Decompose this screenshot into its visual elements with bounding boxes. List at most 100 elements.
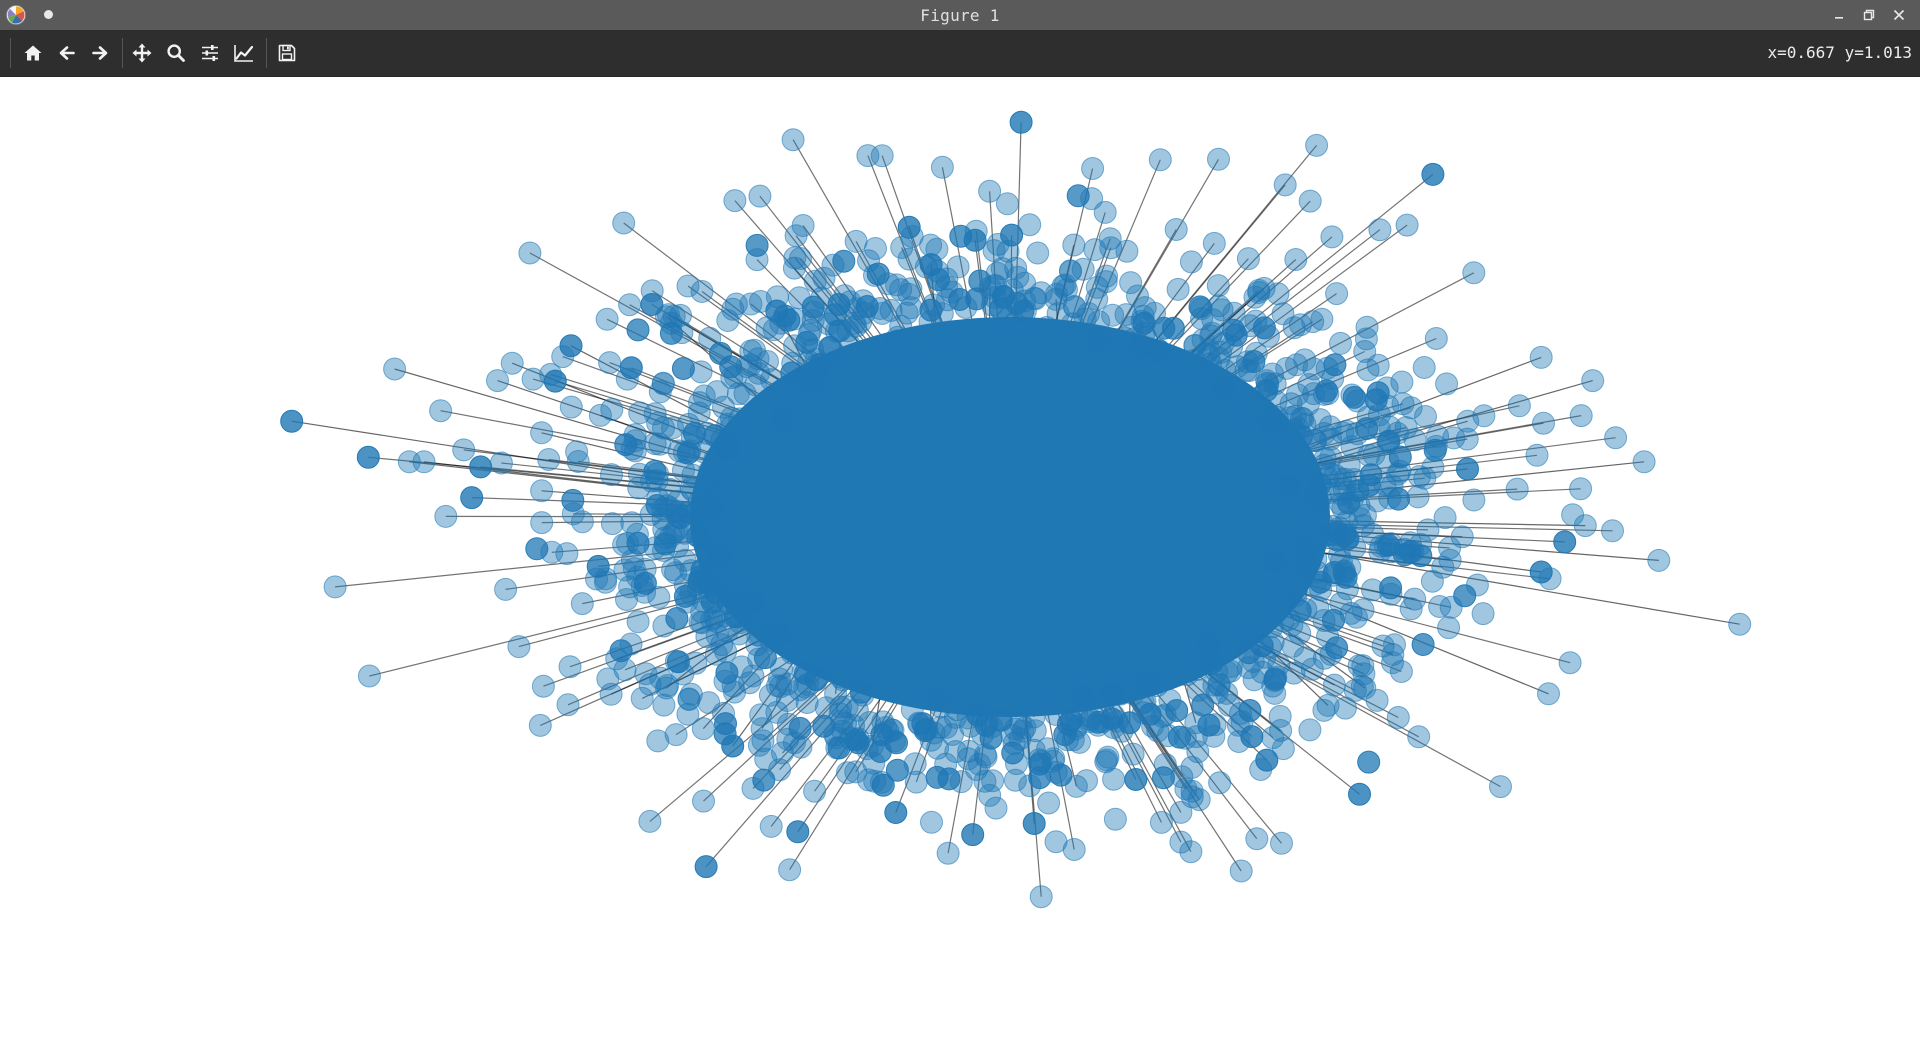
- cursor-coordinates: x=0.667 y=1.013: [1768, 38, 1913, 68]
- graph-node: [1253, 317, 1275, 339]
- graph-node: [571, 593, 593, 615]
- graph-node: [531, 480, 553, 502]
- graph-node: [1457, 458, 1479, 480]
- graph-node: [829, 661, 851, 683]
- graph-node: [1180, 251, 1202, 273]
- graph-node: [886, 732, 908, 754]
- graph-node: [674, 585, 696, 607]
- graph-node: [1463, 262, 1485, 284]
- graph-node: [1538, 683, 1560, 705]
- close-button[interactable]: [1884, 0, 1914, 30]
- graph-node: [532, 675, 554, 697]
- graph-node: [1167, 278, 1189, 300]
- graph-node: [1207, 275, 1229, 297]
- graph-node: [975, 746, 997, 768]
- graph-node: [557, 694, 579, 716]
- graph-node: [519, 242, 541, 264]
- pan-button[interactable]: [127, 38, 157, 68]
- graph-node: [900, 278, 922, 300]
- graph-node: [1274, 174, 1296, 196]
- graph-node: [805, 669, 827, 691]
- graph-node: [722, 735, 744, 757]
- subplots-button[interactable]: [195, 38, 225, 68]
- save-button[interactable]: [272, 38, 302, 68]
- graph-node: [1582, 370, 1604, 392]
- graph-node: [652, 373, 674, 395]
- graph-node: [1029, 767, 1051, 789]
- graph-node: [783, 257, 805, 279]
- graph-node: [357, 446, 379, 468]
- network-graph-plot[interactable]: [0, 77, 1920, 1034]
- toolbar-separator: [10, 38, 11, 68]
- graph-node: [435, 505, 457, 527]
- graph-node: [562, 503, 584, 525]
- graph-node: [845, 230, 867, 252]
- graph-node: [825, 683, 847, 705]
- graph-node: [1036, 317, 1058, 339]
- graph-node: [621, 438, 643, 460]
- graph-node: [1103, 768, 1125, 790]
- graph-node: [1102, 304, 1124, 326]
- close-icon: [1893, 9, 1905, 21]
- graph-node: [1457, 410, 1479, 432]
- graph-node: [1171, 766, 1193, 788]
- graph-node: [1530, 346, 1552, 368]
- toolbar-separator: [266, 38, 267, 68]
- graph-node: [1605, 427, 1627, 449]
- graph-node: [1321, 226, 1343, 248]
- graph-node: [639, 810, 661, 832]
- graph-node: [531, 422, 553, 444]
- graph-node: [648, 586, 670, 608]
- graph-node: [746, 634, 768, 656]
- graph-node: [1037, 738, 1059, 760]
- graph-node: [787, 821, 809, 843]
- figure-canvas[interactable]: [0, 77, 1920, 1034]
- graph-node: [1023, 813, 1045, 835]
- graph-node: [1279, 475, 1301, 497]
- graph-node: [1148, 341, 1170, 363]
- graph-node: [601, 513, 623, 535]
- home-button[interactable]: [18, 38, 48, 68]
- graph-node: [560, 396, 582, 418]
- graph-node: [962, 824, 984, 846]
- minimize-button[interactable]: [1824, 0, 1854, 30]
- graph-node: [1237, 248, 1259, 270]
- graph-node: [767, 675, 789, 697]
- graph-node: [1256, 749, 1278, 771]
- graph-node: [1030, 886, 1052, 908]
- graph-node: [1027, 242, 1049, 264]
- graph-node: [697, 476, 719, 498]
- graph-node: [692, 718, 714, 740]
- graph-node: [705, 643, 727, 665]
- zoom-button[interactable]: [161, 38, 191, 68]
- graph-node: [1299, 190, 1321, 212]
- graph-node: [1284, 519, 1306, 541]
- graph-node: [1113, 327, 1135, 349]
- graph-node: [628, 477, 650, 499]
- graph-node: [751, 718, 773, 740]
- restore-button[interactable]: [1854, 0, 1884, 30]
- customize-button[interactable]: [229, 38, 259, 68]
- graph-node: [771, 409, 793, 431]
- graph-node: [1526, 444, 1548, 466]
- graph-node: [887, 341, 909, 363]
- forward-button[interactable]: [85, 38, 115, 68]
- graph-node: [656, 306, 678, 328]
- graph-node: [1256, 462, 1278, 484]
- back-button[interactable]: [52, 38, 82, 68]
- graph-node: [1096, 749, 1118, 771]
- graph-node: [677, 275, 699, 297]
- graph-node: [1365, 389, 1387, 411]
- graph-node: [1327, 522, 1349, 544]
- title-bar[interactable]: Figure 1: [0, 0, 1920, 30]
- graph-node: [620, 357, 642, 379]
- graph-node: [822, 254, 844, 276]
- graph-node: [1251, 635, 1273, 657]
- graph-node: [1286, 384, 1308, 406]
- graph-node: [1358, 474, 1380, 496]
- graph-node: [487, 370, 509, 392]
- graph-node: [631, 687, 653, 709]
- graph-node: [691, 559, 713, 581]
- graph-node: [1633, 451, 1655, 473]
- sliders-icon: [200, 43, 220, 63]
